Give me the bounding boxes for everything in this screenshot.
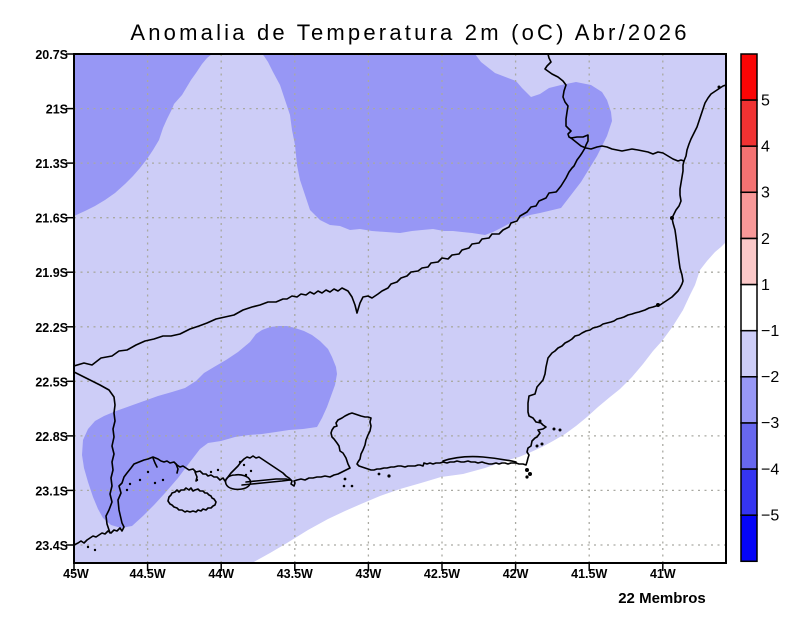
- svg-text:21.9S: 21.9S: [35, 266, 68, 280]
- svg-text:41W: 41W: [650, 567, 676, 581]
- svg-text:42W: 42W: [503, 567, 529, 581]
- svg-text:44.5W: 44.5W: [130, 567, 166, 581]
- svg-text:23.4S: 23.4S: [35, 539, 68, 553]
- svg-text:5: 5: [761, 92, 770, 109]
- svg-text:43.5W: 43.5W: [277, 567, 313, 581]
- svg-text:−1: −1: [761, 323, 779, 340]
- svg-text:4: 4: [761, 139, 770, 156]
- svg-text:21.6S: 21.6S: [35, 212, 68, 226]
- svg-text:22.8S: 22.8S: [35, 430, 68, 444]
- svg-text:3: 3: [761, 185, 770, 202]
- svg-text:22.2S: 22.2S: [35, 321, 68, 335]
- svg-text:23.1S: 23.1S: [35, 484, 68, 498]
- svg-text:43W: 43W: [356, 567, 382, 581]
- svg-text:22 Membros: 22 Membros: [618, 590, 706, 607]
- svg-text:21.3S: 21.3S: [35, 157, 68, 171]
- svg-text:42.5W: 42.5W: [424, 567, 460, 581]
- svg-text:−5: −5: [761, 508, 779, 525]
- svg-text:−3: −3: [761, 415, 779, 432]
- svg-text:44W: 44W: [208, 567, 234, 581]
- svg-text:1: 1: [761, 277, 770, 294]
- svg-text:21S: 21S: [46, 103, 68, 117]
- svg-text:45W: 45W: [63, 567, 89, 581]
- svg-text:−4: −4: [761, 461, 779, 478]
- svg-text:Anomalia de Temperatura 2m (oC: Anomalia de Temperatura 2m (oC) Abr/2026: [130, 20, 689, 45]
- svg-text:2: 2: [761, 231, 770, 248]
- svg-text:20.7S: 20.7S: [35, 48, 68, 62]
- svg-text:41.5W: 41.5W: [571, 567, 607, 581]
- svg-text:−2: −2: [761, 369, 779, 386]
- svg-text:22.5S: 22.5S: [35, 375, 68, 389]
